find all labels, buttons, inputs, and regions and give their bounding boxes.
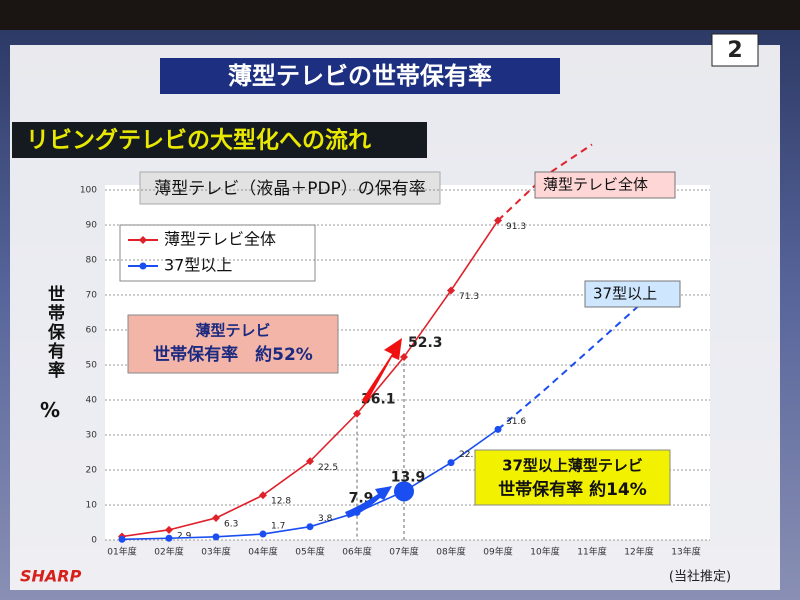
data-label: 6.3 [224, 519, 238, 529]
callout-text: 37型以上薄型テレビ [502, 457, 643, 475]
legend-marker [139, 262, 147, 270]
y-tick-label: 20 [86, 466, 98, 476]
y-tick-label: 0 [91, 536, 97, 546]
marker [118, 535, 126, 543]
blue-highlight [394, 481, 414, 502]
projection-label: 薄型テレビ全体 [543, 176, 648, 194]
data-label: 1.7 [271, 522, 285, 532]
y-tick-label: 10 [86, 501, 98, 511]
subtitle-bar [12, 122, 427, 158]
legend-label: 薄型テレビ全体 [164, 230, 276, 249]
y-tick-label: 50 [86, 361, 98, 371]
marker [353, 409, 361, 418]
x-tick-label: 07年度 [389, 546, 418, 558]
marker [494, 425, 502, 433]
marker [212, 513, 220, 522]
x-tick-label: 02年度 [154, 546, 183, 558]
chart-title: 薄型テレビ（液晶＋PDP）の保有率 [154, 179, 426, 199]
data-label: 13.9 [391, 469, 426, 485]
marker [165, 525, 173, 534]
marker [259, 530, 267, 538]
projection-label-box [584, 280, 681, 308]
marker [259, 491, 267, 500]
data-label: 52.3 [408, 335, 443, 351]
x-tick-label: 01年度 [107, 546, 136, 558]
page-number: 2 [727, 38, 742, 63]
data-label: 71.3 [459, 292, 479, 302]
callout-text: 薄型テレビ [195, 322, 270, 340]
callout-text: 世帯保有率 約52% [153, 344, 313, 365]
marker [306, 457, 314, 466]
slide-subtitle: リビングテレビの大型化への流れ [26, 127, 371, 154]
marker [306, 523, 314, 531]
data-label: 3.8 [318, 514, 333, 524]
projection-line [497, 304, 640, 431]
callout-box [127, 314, 339, 374]
x-tick-label: 03年度 [201, 546, 230, 558]
y-tick-label: 70 [86, 291, 98, 301]
marker [447, 459, 455, 467]
data-label: 31.6 [506, 417, 526, 427]
data-label: 91.3 [506, 222, 526, 232]
x-tick-label: 08年度 [436, 546, 465, 558]
x-tick-label: 13年度 [671, 546, 700, 558]
legend-marker [139, 236, 147, 244]
x-tick-label: 10年度 [530, 546, 559, 558]
data-label: 22.1 [459, 450, 479, 460]
x-tick-label: 05年度 [295, 546, 324, 558]
projection-label: 37型以上 [593, 285, 657, 303]
marker [400, 352, 408, 361]
x-tick-label: 09年度 [483, 546, 512, 558]
red-arrow [362, 338, 402, 404]
legend-label: 37型以上 [164, 256, 232, 275]
y-axis-unit: % [40, 398, 61, 422]
y-tick-label: 30 [86, 431, 98, 441]
y-tick-label: 80 [86, 256, 98, 266]
marker [165, 534, 173, 542]
x-tick-label: 12年度 [624, 546, 653, 558]
chart-title-box [139, 171, 441, 205]
page-box [711, 33, 759, 67]
projection-label-box [534, 171, 676, 199]
y-tick-label: 40 [86, 396, 98, 406]
logo: SHARP [20, 567, 82, 586]
slide-title: 薄型テレビの世帯保有率 [228, 62, 492, 90]
data-label: 22.5 [318, 463, 338, 473]
y-tick-label: 100 [80, 186, 97, 196]
marker [494, 216, 502, 225]
title-bar [160, 58, 560, 94]
y-axis-label: 世帯保有率 [44, 285, 64, 380]
y-tick-label: 60 [86, 326, 98, 336]
marker [447, 286, 455, 295]
footer-note: (当社推定) [669, 569, 731, 585]
legend [119, 224, 316, 282]
x-tick-label: 04年度 [248, 546, 277, 558]
x-tick-label: 06年度 [342, 546, 371, 558]
x-tick-label: 11年度 [577, 546, 606, 558]
callout-text: 世帯保有率 約14% [498, 479, 647, 500]
callout-box [474, 449, 671, 506]
y-tick-label: 90 [86, 221, 98, 231]
marker [212, 533, 220, 541]
data-label: 12.8 [271, 497, 291, 507]
blue-arrow [345, 486, 392, 518]
data-label: 2.9 [177, 531, 192, 541]
